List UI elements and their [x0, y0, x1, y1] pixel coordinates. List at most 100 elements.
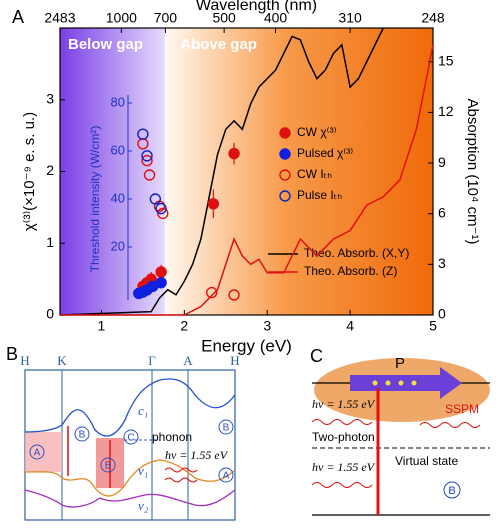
point — [228, 147, 240, 160]
dot — [398, 380, 404, 386]
top-tick-label: 2483 — [44, 10, 75, 26]
y2-tick-label: 9 — [438, 154, 446, 170]
y-tick-label: 2 — [46, 162, 54, 178]
x-tick-label: 2 — [180, 318, 188, 334]
p-label: P — [395, 355, 405, 372]
top-tick-label: 310 — [338, 10, 362, 26]
marker-label: A — [223, 471, 230, 482]
panel-c: C P hν = 1.55 eV Two-photon hν = 1.55 eV… — [310, 346, 490, 516]
region-label: Below gap — [68, 36, 143, 53]
marker-label: B — [79, 430, 86, 441]
inset-tick-label: 60 — [111, 142, 125, 157]
band-label: v₂ — [138, 498, 149, 513]
panel-b: B H K Γ A H c₁ v₁ v₂ A B B C B A phonon … — [6, 344, 240, 521]
legend-label: Theo. Absorb. (Z) — [304, 264, 397, 278]
dot — [411, 380, 417, 386]
top-tick-label: 700 — [154, 10, 178, 26]
legend-label: Theo. Absorb. (X,Y) — [304, 246, 409, 260]
inset-tick-label: 20 — [111, 238, 125, 253]
legend-swatch — [279, 127, 291, 139]
y-axis-title: χ⁽³⁾(×10⁻⁹ e. s. u.) — [21, 112, 38, 231]
y2-axis-title: Absorption (10⁴ cm⁻¹) — [464, 98, 481, 244]
below-gap-bg — [60, 28, 166, 315]
y-tick-label: 1 — [46, 234, 54, 250]
point — [205, 286, 218, 299]
virtual-label: Virtual state — [395, 454, 458, 468]
sspm-label: SSPM — [445, 402, 479, 416]
top-tick-label: 1000 — [106, 10, 137, 26]
dot — [385, 380, 391, 386]
photon-label: hν = 1.55 eV — [312, 460, 376, 474]
absorption-line — [59, 27, 384, 316]
plot-frame — [59, 27, 434, 316]
x-tick-label: 4 — [346, 318, 354, 334]
k-label: Γ — [148, 353, 156, 368]
top-tick-label: 400 — [264, 10, 288, 26]
top-axis-title: Wavelength (nm) — [196, 0, 317, 14]
legend-label: CW χ⁽³⁾ — [297, 125, 337, 139]
point — [155, 266, 167, 278]
wave — [311, 419, 373, 425]
band-v1 — [24, 459, 236, 497]
photon-label: hν = 1.55 eV — [312, 397, 376, 411]
x-tick-label: 1 — [98, 318, 106, 334]
y2-tick-label: 3 — [438, 255, 446, 271]
legend-label: Pulse Iₜₕ — [297, 188, 342, 202]
y2-tick-label: 15 — [438, 52, 454, 68]
panel-label: C — [310, 346, 323, 366]
panel-label: B — [6, 344, 18, 364]
legend-swatch — [279, 169, 291, 181]
point — [157, 207, 169, 220]
marker — [123, 429, 139, 445]
marker-label: C — [127, 433, 134, 444]
point — [143, 169, 156, 181]
marker — [74, 426, 90, 442]
inset-tick-label: 40 — [111, 190, 125, 205]
point — [228, 289, 240, 301]
marker — [100, 457, 116, 473]
absorption-line — [60, 44, 434, 316]
legend-swatch — [279, 148, 291, 160]
point — [137, 128, 149, 140]
panel-label: A — [12, 7, 24, 27]
point — [207, 198, 220, 210]
wave — [311, 482, 373, 488]
k-label: K — [57, 353, 67, 368]
marker — [443, 481, 461, 499]
y2-tick-label: 0 — [438, 306, 446, 322]
two-photon-label: Two-photon — [312, 430, 375, 444]
y2-tick-label: 6 — [438, 204, 446, 220]
wave — [419, 422, 481, 428]
top-tick-label: 248 — [421, 10, 445, 26]
y2-tick-label: 12 — [438, 103, 454, 119]
k-label: A — [183, 353, 193, 368]
legend-label: Pulsed χ⁽³⁾ — [297, 146, 353, 160]
marker-label: B — [448, 485, 455, 497]
legend-swatch — [279, 190, 291, 202]
x-tick-label: 5 — [429, 318, 437, 334]
marker — [218, 467, 234, 483]
band-c1 — [24, 378, 236, 437]
k-label: H — [20, 353, 29, 368]
y-tick-label: 0 — [46, 306, 54, 322]
k-label: H — [230, 353, 239, 368]
marker-label: B — [223, 423, 230, 434]
marker — [218, 419, 234, 435]
point — [155, 277, 167, 289]
photon-label: hν = 1.55 eV — [165, 448, 229, 462]
band-label: c₁ — [138, 403, 148, 418]
phonon-label: phonon — [152, 430, 192, 444]
y-tick-label: 3 — [46, 90, 54, 106]
marker-label: B — [105, 461, 112, 472]
point — [141, 150, 153, 162]
band-v2 — [24, 489, 236, 508]
wave — [164, 477, 198, 483]
dot — [372, 380, 378, 386]
marker-label: A — [34, 448, 41, 459]
region-label: Above gap — [180, 36, 257, 53]
point — [141, 154, 153, 167]
point — [155, 202, 167, 215]
above-gap-bg — [165, 28, 433, 315]
band-label: v₁ — [138, 463, 148, 478]
